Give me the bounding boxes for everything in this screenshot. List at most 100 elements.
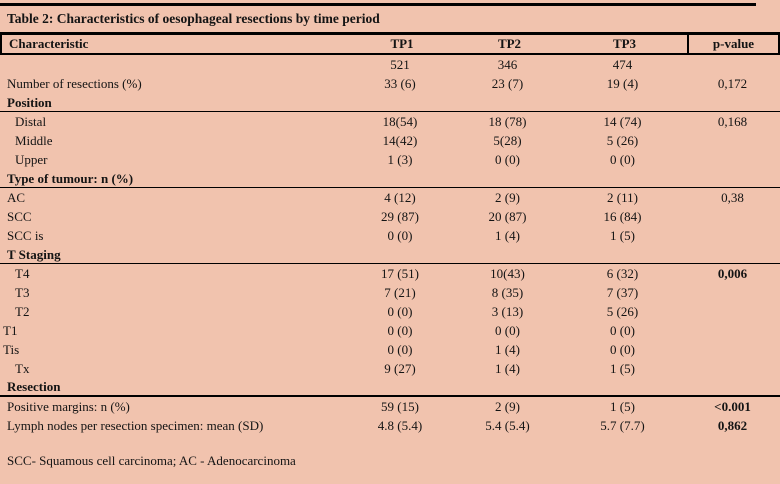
tp1-value: 0 (0)	[387, 228, 413, 243]
row-label: Tx	[15, 361, 30, 376]
tp1-value: 0 (0)	[387, 342, 413, 357]
tp2-value: 2 (9)	[495, 190, 520, 205]
row-label: Positive margins: n (%)	[7, 399, 130, 414]
tp1-value: 33 (6)	[384, 76, 416, 91]
tp1-value: 7 (21)	[384, 285, 416, 300]
p-value: 0,862	[717, 418, 748, 433]
table-row: 521 346 474	[0, 55, 780, 74]
tp1-value: 1 (3)	[387, 152, 413, 167]
table-row: Middle 14(42) 5(28) 5 (26)	[0, 131, 780, 150]
table-footnote: SCC- Squamous cell carcinoma; AC - Adeno…	[7, 453, 296, 468]
section-label: Position	[7, 94, 52, 110]
row-label: Upper	[15, 152, 48, 167]
tp3-value: 16 (84)	[603, 209, 642, 224]
row-label: Lymph nodes per resection specimen: mean…	[7, 418, 264, 433]
tp3-value: 1 (5)	[610, 361, 635, 376]
p-value: 0,38	[721, 190, 744, 205]
row-label: T1	[3, 323, 18, 338]
tp1-value: 29 (87)	[381, 209, 419, 224]
tp2-value: 18 (78)	[488, 114, 527, 129]
tp3-value: 2 (11)	[607, 190, 638, 205]
tp2-value: 8 (35)	[491, 285, 524, 300]
table-top-rule	[0, 3, 756, 6]
section-row: Resection	[0, 378, 780, 397]
tp3-value: 5 (26)	[606, 133, 639, 148]
table-row: SCC is 0 (0) 1 (4) 1 (5)	[0, 226, 780, 245]
header-tp2: TP2	[497, 36, 522, 51]
row-label: SCC is	[7, 228, 44, 243]
table-row: AC 4 (12) 2 (9) 2 (11) 0,38	[0, 188, 780, 207]
table-title: Table 2: Characteristics of oesophageal …	[7, 11, 380, 26]
tp3-value: 19 (4)	[606, 76, 639, 91]
tp2-value: 0 (0)	[495, 152, 520, 167]
row-label: AC	[7, 190, 26, 205]
header-tp3: TP3	[612, 36, 637, 51]
p-value: 0,168	[717, 114, 748, 129]
tp1-value: 59 (15)	[381, 399, 419, 414]
table-row: SCC 29 (87) 20 (87) 16 (84)	[0, 207, 780, 226]
table-row: Number of resections (%) 33 (6) 23 (7) 19 (…	[0, 74, 780, 93]
tp1-value: 0 (0)	[387, 323, 413, 338]
row-label: SCC	[7, 209, 32, 224]
table-row: Lymph nodes per resection specimen: mean…	[0, 416, 780, 435]
table-body: 521 346 474 Number of resections (%) 33 (6) 2…	[0, 55, 780, 435]
header-tp1: TP1	[390, 36, 414, 51]
tp3-value: 1 (5)	[610, 399, 635, 414]
table-row: Upper 1 (3) 0 (0) 0 (0)	[0, 150, 780, 169]
header-characteristic: Characteristic	[9, 36, 89, 51]
tp2-value: 10(43)	[490, 266, 525, 281]
tp2-value: 5(28)	[493, 133, 522, 148]
tp3-value: 474	[612, 57, 633, 72]
tp3-value: 14 (74)	[603, 114, 642, 129]
tp3-value: 6 (32)	[606, 266, 639, 281]
tp3-value: 0 (0)	[610, 152, 635, 167]
tp2-value: 23 (7)	[491, 76, 524, 91]
tp3-value: 5 (26)	[606, 304, 639, 319]
section-label: Type of tumour: n (%)	[7, 170, 134, 186]
p-value: 0,172	[717, 76, 748, 91]
tp2-value: 0 (0)	[495, 323, 520, 338]
p-value: <0.001	[714, 399, 751, 414]
row-label: T2	[15, 304, 30, 319]
p-value: 0,006	[717, 266, 748, 281]
table-row: Tx 9 (27) 1 (4) 1 (5)	[0, 359, 780, 378]
tp2-value: 3 (13)	[491, 304, 524, 319]
tp2-value: 1 (4)	[495, 361, 520, 376]
tp1-value: 0 (0)	[387, 304, 413, 319]
table-row: T1 0 (0) 0 (0) 0 (0)	[0, 321, 780, 340]
tp3-value: 7 (37)	[606, 285, 639, 300]
tp1-value: 4 (12)	[384, 190, 416, 205]
section-row: Position	[0, 93, 780, 112]
row-label: Tis	[3, 342, 20, 357]
row-label: T3	[15, 285, 30, 300]
table-row: T4 17 (51) 10(43) 6 (32) 0,006	[0, 264, 780, 283]
tp2-value: 5.4 (5.4)	[485, 418, 530, 433]
tp1-value: 521	[390, 57, 410, 72]
tp2-value: 1 (4)	[495, 228, 520, 243]
table-row: T2 0 (0) 3 (13) 5 (26)	[0, 302, 780, 321]
header-p-value: p-value	[687, 35, 778, 53]
row-label: Middle	[15, 133, 53, 148]
tp2-value: 2 (9)	[495, 399, 520, 414]
row-label: T4	[15, 266, 30, 281]
tp3-value: 1 (5)	[610, 228, 635, 243]
section-row: T Staging	[0, 245, 780, 264]
tp3-value: 5.7 (7.7)	[600, 418, 645, 433]
table-row: T3 7 (21) 8 (35) 7 (37)	[0, 283, 780, 302]
row-label: Number of resections (%)	[7, 76, 142, 91]
row-label: Distal	[15, 114, 47, 129]
tp1-value: 18(54)	[382, 114, 418, 129]
table-row: Tis 0 (0) 1 (4) 0 (0)	[0, 340, 780, 359]
tp2-value: 346	[497, 57, 518, 72]
tp1-value: 17 (51)	[381, 266, 419, 281]
tp3-value: 0 (0)	[610, 342, 635, 357]
tp1-value: 4.8 (5.4)	[377, 418, 423, 433]
table-header-row: Characteristic TP1 TP2 TP3 p-value	[0, 32, 780, 55]
tp1-value: 9 (27)	[384, 361, 416, 376]
table-row: Distal 18(54) 18 (78) 14 (74) 0,168	[0, 112, 780, 131]
table-row: Positive margins: n (%) 59 (15) 2 (9) 1 (5)…	[0, 397, 780, 416]
tp2-value: 20 (87)	[488, 209, 527, 224]
tp2-value: 1 (4)	[495, 342, 520, 357]
tp3-value: 0 (0)	[610, 323, 635, 338]
